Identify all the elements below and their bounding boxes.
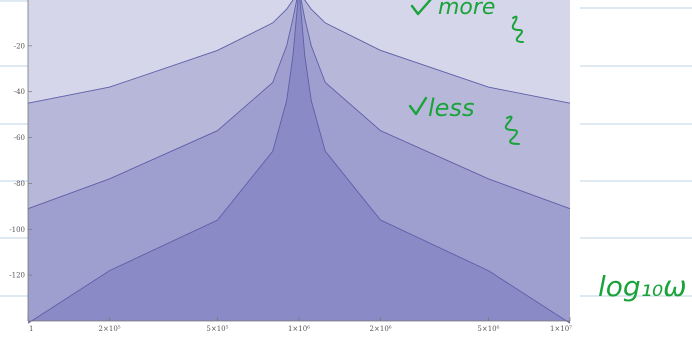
y-tick-label: -80	[14, 180, 25, 188]
more-label: more	[438, 0, 495, 20]
y-tick-label: -120	[9, 272, 25, 280]
check-mark-icon	[410, 0, 432, 16]
x-tick-label: 1×10⁶	[288, 325, 310, 333]
x-tick-label: 1×10⁷	[550, 325, 572, 333]
contour-bands	[27, 0, 571, 324]
contour-line-1	[27, 0, 571, 104]
contour-band-4	[28, 0, 570, 324]
contour-line-2	[27, 0, 571, 210]
x-tick-label: 5×10⁵	[206, 325, 228, 333]
x-tick-label: 5×10⁶	[477, 325, 499, 333]
xi-symbol-icon	[504, 115, 520, 145]
x-tick-label: 1	[29, 325, 33, 333]
log-omega-label: log₁₀ω	[598, 270, 687, 303]
handwritten-annotations: more less log₁₀ω	[408, 0, 687, 303]
y-axis-ticks: -20 -40 -60 -80 -100 -120	[9, 42, 32, 280]
y-tick-label: -20	[14, 42, 25, 50]
y-tick-label: -60	[14, 134, 25, 142]
less-label: less	[428, 94, 474, 122]
xi-symbol-icon	[511, 15, 524, 43]
x-axis-ticks: 1 2×10⁵ 5×10⁵ 1×10⁶ 2×10⁶ 5×10⁶ 1×10⁷	[27, 317, 572, 333]
check-mark-icon	[408, 96, 428, 116]
notebook-rule-lines	[0, 0, 692, 297]
y-tick-label: -40	[14, 88, 25, 96]
x-tick-label: 2×10⁵	[99, 325, 121, 333]
contour-line-3	[27, 0, 571, 324]
y-tick-label: -100	[9, 226, 25, 234]
x-tick-label: 2×10⁶	[370, 325, 392, 333]
